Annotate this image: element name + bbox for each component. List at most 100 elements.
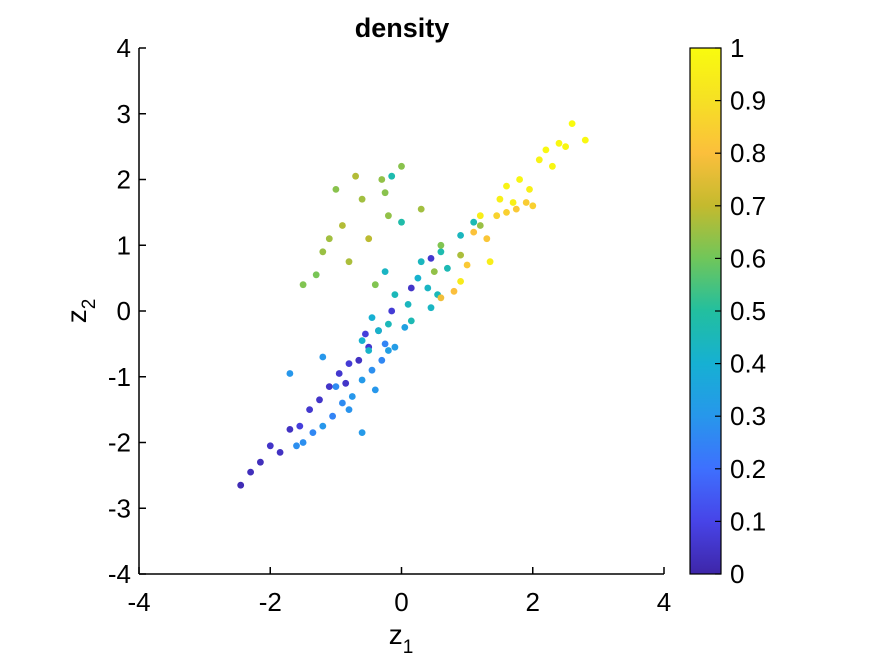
scatter-point [339,399,346,407]
colorbar-tick-label: 0.5 [730,296,766,326]
scatter-point [437,248,445,256]
scatter-point [407,284,415,292]
scatter-point [332,383,340,390]
scatter-point [493,212,501,220]
x-axis-ticks: -4 -2 0 2 4 [127,567,671,617]
scatter-point [555,139,563,147]
y-axis-ticks: -4 -3 -2 -1 0 1 2 3 4 [108,33,146,589]
colorbar-ticks: 0 0.1 0.2 0.3 0.4 0.5 0.6 0.7 0.8 0.9 1 [715,33,766,589]
scatter-point [293,442,300,450]
colorbar-tick-label: 1 [730,33,744,63]
scatter-point [385,347,392,354]
scatter-point [503,182,510,190]
x-tick-label: -4 [127,587,150,617]
scatter-point [296,422,304,430]
scatter-point [339,222,346,229]
scatter-point [424,284,432,292]
scatter-point [371,386,379,394]
scatter-point [381,268,389,275]
scatter-point [257,458,264,466]
scatter-point [325,235,333,243]
x-axis-label: z1 [389,619,414,656]
x-tick-label: 0 [394,587,408,617]
colorbar-tick-label: 0.7 [730,191,766,221]
scatter-point [562,143,569,151]
scatter-point [427,255,435,262]
scatter-point [385,320,392,328]
scatter-point [398,162,405,170]
scatter-point [299,439,307,446]
y-tick-label: -1 [108,362,131,392]
scatter-point [342,379,350,387]
scatter-point [319,248,327,256]
scatter-point [476,222,484,229]
colorbar-tick-label: 0.4 [730,349,766,379]
y-tick-label: 0 [117,296,131,326]
scatter-point [509,199,517,206]
colorbar-tick-label: 0.2 [730,454,766,484]
scatter-point [430,268,438,275]
scatter-point [417,258,425,266]
scatter-point [444,264,451,272]
scatter-point [325,383,333,390]
colorbar-tick-label: 0.3 [730,401,766,431]
scatter-point [368,366,376,374]
scatter-point [470,228,478,236]
scatter-points [237,120,589,489]
scatter-point [332,186,340,193]
scatter-point [378,176,386,183]
scatter-point [358,337,366,344]
scatter-point [368,314,376,321]
scatter-point [542,146,550,154]
scatter-point [345,360,353,367]
scatter-point [401,324,409,331]
scatter-point [286,370,294,377]
scatter-point [375,327,382,335]
scatter-point [391,343,399,351]
scatter-point [381,340,389,348]
scatter-point [522,199,530,206]
scatter-point [362,330,369,338]
scatter-point [549,162,556,170]
scatter-point [371,281,379,289]
scatter-point [309,429,317,436]
scatter-point [286,426,294,433]
y-tick-label: 3 [117,99,131,129]
scatter-point [457,278,464,285]
scatter-point [352,172,359,180]
y-tick-label: -3 [108,493,131,523]
scatter-point [526,186,533,193]
scatter-point [365,235,373,243]
scatter-point [266,442,274,450]
scatter-point [319,353,327,361]
y-tick-label: 2 [117,165,131,195]
x-tick-label: -2 [259,587,282,617]
scatter-point [348,393,356,400]
scatter-point [470,218,478,226]
scatter-point [345,258,353,266]
scatter-point [358,376,366,384]
plot-axes [138,48,664,575]
scatter-point [512,205,520,213]
y-tick-label: 1 [117,230,131,260]
scatter-point [365,347,373,354]
scatter-point [398,218,405,226]
scatter-point [345,406,353,413]
scatter-point [529,202,537,210]
scatter-point [463,261,471,269]
scatter-point [276,449,284,456]
scatter-point [457,232,464,239]
scatter-point [417,205,425,213]
colorbar-tick-label: 0.6 [730,243,766,273]
y-tick-label: 4 [117,33,131,63]
scatter-point [486,258,494,266]
scatter-point [581,136,589,144]
scatter-point [329,412,336,420]
scatter-point [391,291,399,298]
scatter-point [312,271,320,279]
x-axis-label-subscript: 1 [403,637,414,656]
colorbar-tick-label: 0.1 [730,506,766,536]
scatter-point [247,468,255,476]
y-tick-label: -4 [108,559,131,589]
scatter-point [358,429,366,436]
